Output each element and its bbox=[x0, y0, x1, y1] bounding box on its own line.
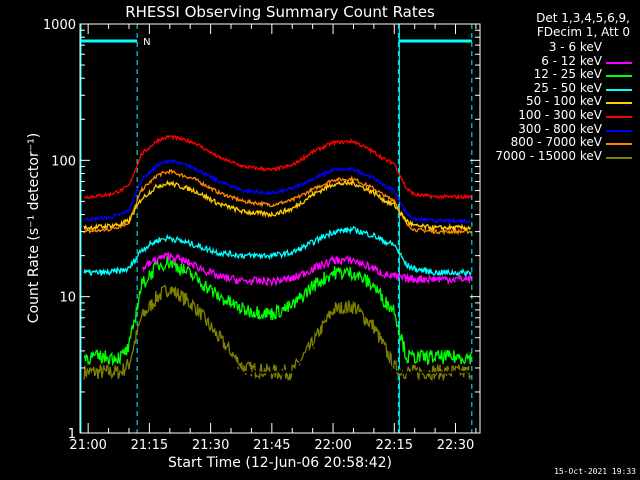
timestamp: 15-Oct-2021 19:33 bbox=[554, 467, 636, 476]
legend-swatch bbox=[606, 48, 632, 50]
axis-ticks: 1 10 100 1000 21:00 21:15 21:30 21:45 22:00 22:15… bbox=[43, 18, 480, 453]
legend-label: 7000 - 15000 keV bbox=[495, 148, 602, 163]
legend-item: 800 - 7000 keV bbox=[472, 135, 632, 150]
decimation-info: FDecim 1, Att 0 bbox=[536, 24, 630, 39]
series-line-7000-15000keV bbox=[83, 284, 472, 382]
legend-swatch bbox=[606, 88, 632, 91]
legend-swatch bbox=[606, 156, 632, 159]
series-line-6-12keV bbox=[141, 251, 472, 288]
x-tick-label: 22:00 bbox=[314, 438, 351, 453]
series-line-300-800keV bbox=[83, 159, 472, 225]
x-axis-label: Start Time (12-Jun-06 20:58:42) bbox=[168, 455, 392, 471]
legend: 3 - 6 keV 6 - 12 keV 12 - 25 keV 25 - 50 ke… bbox=[472, 40, 632, 164]
series-line-3-6keV bbox=[141, 293, 472, 377]
y-tick-label: 10 bbox=[59, 291, 76, 306]
legend-item: 50 - 100 keV bbox=[472, 95, 632, 109]
legend-item: 3 - 6 keV bbox=[472, 40, 632, 55]
night-label: N bbox=[143, 37, 150, 48]
series-layer bbox=[83, 134, 472, 382]
y-tick-label: 1 bbox=[68, 427, 76, 442]
legend-swatch bbox=[606, 61, 632, 64]
y-axis-label: Count Rate (s⁻¹ detector⁻¹) bbox=[26, 133, 42, 323]
legend-item: 100 - 300 keV bbox=[472, 107, 632, 123]
detector-info: Det 1,3,4,5,6,9, bbox=[536, 11, 630, 25]
chart-title: RHESSI Observing Summary Count Rates bbox=[125, 3, 435, 21]
legend-item: 6 - 12 keV bbox=[472, 53, 632, 69]
legend-item: 12 - 25 keV bbox=[472, 67, 632, 82]
x-tick-label: 21:15 bbox=[131, 438, 168, 453]
legend-item: 300 - 800 keV bbox=[472, 121, 632, 137]
legend-swatch bbox=[606, 75, 632, 78]
orbit-annotations: N bbox=[80, 24, 473, 433]
legend-label: 50 - 100 keV bbox=[525, 94, 602, 109]
x-tick-label: 22:30 bbox=[437, 438, 474, 453]
legend-label: 25 - 50 keV bbox=[533, 80, 602, 95]
series-line-12-25keV bbox=[83, 256, 472, 367]
series-line-25-50keV bbox=[83, 225, 472, 278]
legend-label: 800 - 7000 keV bbox=[510, 135, 602, 150]
x-tick-label: 21:45 bbox=[253, 438, 290, 453]
legend-swatch bbox=[606, 102, 632, 105]
plot-frame bbox=[79, 23, 481, 434]
legend-swatch bbox=[606, 115, 632, 118]
x-tick-label: 22:15 bbox=[376, 438, 413, 453]
y-tick-label: 100 bbox=[51, 154, 76, 169]
series-line-100-300keV bbox=[83, 134, 472, 201]
legend-item: 7000 - 15000 keV bbox=[472, 148, 632, 164]
x-tick-label: 21:30 bbox=[192, 438, 229, 453]
legend-item: 25 - 50 keV bbox=[472, 80, 632, 96]
legend-label: 3 - 6 keV bbox=[548, 40, 602, 54]
legend-label: 100 - 300 keV bbox=[518, 107, 602, 122]
legend-swatch bbox=[606, 129, 632, 132]
legend-label: 6 - 12 keV bbox=[541, 53, 602, 68]
series-line-50-100keV bbox=[83, 179, 472, 233]
x-tick-label: 21:00 bbox=[69, 438, 106, 453]
legend-swatch bbox=[606, 143, 632, 146]
legend-label: 12 - 25 keV bbox=[533, 67, 602, 82]
legend-label: 300 - 800 keV bbox=[518, 121, 602, 136]
legend-header: Det 1,3,4,5,6,9, FDecim 1, Att 0 bbox=[470, 11, 630, 39]
y-tick-label: 1000 bbox=[43, 18, 76, 33]
